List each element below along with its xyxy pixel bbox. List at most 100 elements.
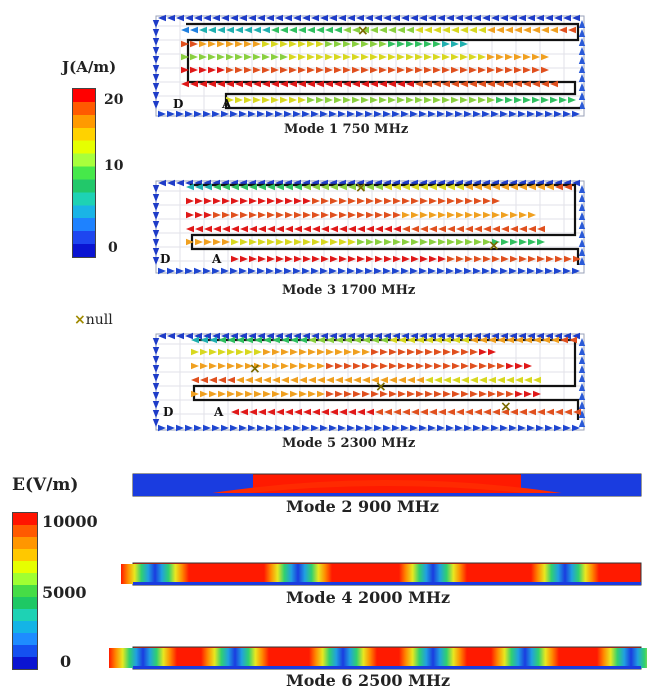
- current-arrow: [366, 211, 374, 219]
- current-arrow: [267, 255, 275, 263]
- current-arrow: [348, 408, 356, 416]
- current-arrow: [352, 66, 360, 74]
- current-arrow: [482, 332, 490, 340]
- current-arrow: [152, 347, 160, 355]
- current-tick-max: 20: [104, 92, 124, 108]
- current-arrow: [537, 183, 545, 191]
- current-arrow: [483, 255, 491, 263]
- current-arrow: [199, 26, 207, 34]
- current-arrow: [330, 211, 338, 219]
- current-arrow: [532, 66, 540, 74]
- current-arrow: [200, 390, 208, 398]
- current-arrow: [483, 225, 491, 233]
- current-arrow: [339, 225, 347, 233]
- current-arrow: [528, 408, 536, 416]
- current-arrow: [339, 197, 347, 205]
- current-arrow: [518, 14, 526, 22]
- current-arrow: [221, 332, 229, 340]
- current-arrow: [465, 225, 473, 233]
- current-arrow: [451, 53, 459, 61]
- current-arrow: [460, 40, 468, 48]
- feed-label-a: A: [221, 97, 232, 111]
- current-arrow: [375, 211, 383, 219]
- current-arrow: [420, 197, 428, 205]
- current-arrow: [518, 110, 526, 118]
- current-arrow: [438, 255, 446, 263]
- current-arrow: [307, 40, 315, 48]
- current-arrow: [375, 238, 383, 246]
- current-arrow: [230, 110, 238, 118]
- current-arrow: [303, 225, 311, 233]
- current-arrow: [487, 53, 495, 61]
- current-arrow: [317, 336, 325, 344]
- current-arrow: [460, 80, 468, 88]
- current-arrow: [519, 225, 527, 233]
- current-arrow: [452, 336, 460, 344]
- current-arrow: [344, 376, 352, 384]
- current-colorbar: [72, 88, 96, 258]
- current-arrow: [275, 267, 283, 275]
- current-arrow: [186, 225, 194, 233]
- current-arrow: [289, 53, 297, 61]
- current-arrow: [284, 332, 292, 340]
- current-arrow: [244, 96, 252, 104]
- feed-label-a: A: [213, 405, 224, 419]
- current-arrow: [510, 238, 518, 246]
- current-arrow: [442, 53, 450, 61]
- current-arrow: [339, 183, 347, 191]
- current-arrow: [578, 29, 586, 37]
- current-arrow: [208, 26, 216, 34]
- current-arrow: [298, 80, 306, 88]
- current-arrow: [542, 336, 550, 344]
- field-null-region: [133, 474, 253, 496]
- current-arrow: [267, 238, 275, 246]
- current-tick-mid: 10: [104, 158, 124, 174]
- current-arrow: [425, 390, 433, 398]
- current-arrow: [240, 225, 248, 233]
- current-arrow: [420, 408, 428, 416]
- current-arrow: [186, 211, 194, 219]
- current-arrow: [465, 238, 473, 246]
- current-arrow: [456, 238, 464, 246]
- current-arrow: [361, 26, 369, 34]
- current-arrow: [388, 26, 396, 34]
- current-arrow: [578, 356, 586, 364]
- current-arrow: [370, 40, 378, 48]
- current-arrow: [294, 255, 302, 263]
- current-arrow: [428, 14, 436, 22]
- current-arrow: [416, 348, 424, 356]
- current-arrow: [152, 410, 160, 418]
- current-arrow: [312, 238, 320, 246]
- current-arrow: [546, 408, 554, 416]
- current-arrow: [240, 211, 248, 219]
- current-arrow: [509, 267, 517, 275]
- current-arrow: [258, 225, 266, 233]
- field-colorbar: [12, 512, 38, 670]
- current-arrow: [362, 390, 370, 398]
- current-arrow: [280, 26, 288, 34]
- current-arrow: [478, 66, 486, 74]
- current-arrow: [515, 376, 523, 384]
- current-arrow: [330, 225, 338, 233]
- current-arrow: [263, 336, 271, 344]
- current-arrow: [428, 110, 436, 118]
- current-arrow: [212, 267, 220, 275]
- current-arrow: [506, 336, 514, 344]
- current-arrow: [329, 424, 337, 432]
- current-arrow: [383, 424, 391, 432]
- current-arrow: [209, 390, 217, 398]
- current-arrow: [231, 211, 239, 219]
- current-arrow: [181, 66, 189, 74]
- current-arrow: [209, 348, 217, 356]
- current-arrow: [235, 40, 243, 48]
- current-arrow: [370, 53, 378, 61]
- current-arrow: [176, 14, 184, 22]
- current-arrow: [474, 255, 482, 263]
- current-arrow: [380, 362, 388, 370]
- current-arrow: [236, 390, 244, 398]
- current-arrow: [393, 238, 401, 246]
- current-arrow: [253, 80, 261, 88]
- current-arrow: [384, 211, 392, 219]
- current-arrow: [469, 53, 477, 61]
- current-arrow: [281, 348, 289, 356]
